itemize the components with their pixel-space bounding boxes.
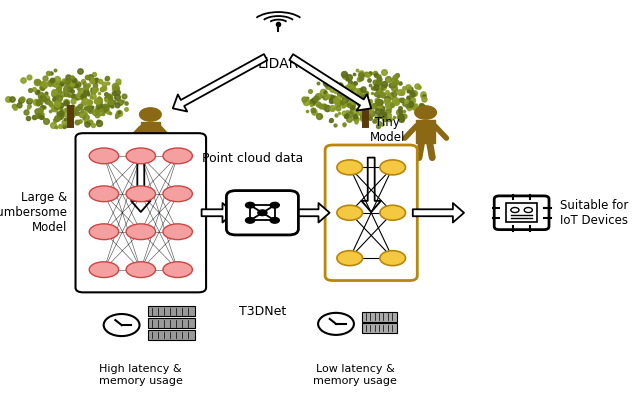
Ellipse shape	[163, 262, 193, 277]
FancyBboxPatch shape	[148, 330, 195, 340]
Ellipse shape	[163, 148, 193, 164]
Ellipse shape	[380, 251, 406, 266]
Text: T3DNet: T3DNet	[239, 305, 286, 318]
Ellipse shape	[337, 251, 362, 266]
FancyBboxPatch shape	[494, 196, 549, 230]
FancyBboxPatch shape	[325, 145, 417, 281]
Ellipse shape	[163, 224, 193, 240]
FancyBboxPatch shape	[506, 203, 537, 222]
Ellipse shape	[126, 262, 156, 277]
Ellipse shape	[89, 186, 118, 202]
Ellipse shape	[380, 205, 406, 220]
Text: LiDAR: LiDAR	[258, 57, 299, 71]
Text: Tiny
Model: Tiny Model	[369, 116, 405, 144]
FancyBboxPatch shape	[227, 191, 298, 235]
FancyBboxPatch shape	[362, 323, 397, 333]
Ellipse shape	[89, 262, 118, 277]
Circle shape	[270, 217, 279, 223]
Ellipse shape	[126, 148, 156, 164]
Text: Low latency &
memory usage: Low latency & memory usage	[313, 364, 397, 386]
FancyBboxPatch shape	[148, 318, 195, 328]
Ellipse shape	[337, 205, 362, 220]
Ellipse shape	[337, 160, 362, 175]
Text: Large &
Cumbersome
Model: Large & Cumbersome Model	[0, 191, 67, 234]
Ellipse shape	[163, 186, 193, 202]
Circle shape	[246, 203, 255, 208]
Text: High latency &
memory usage: High latency & memory usage	[99, 364, 183, 386]
Ellipse shape	[126, 224, 156, 240]
Circle shape	[415, 106, 436, 119]
Ellipse shape	[89, 148, 118, 164]
Circle shape	[258, 210, 267, 216]
Circle shape	[270, 203, 279, 208]
FancyBboxPatch shape	[76, 133, 206, 292]
Circle shape	[246, 217, 255, 223]
Ellipse shape	[126, 186, 156, 202]
Text: Point cloud data: Point cloud data	[202, 152, 303, 165]
FancyBboxPatch shape	[148, 306, 195, 316]
Circle shape	[140, 108, 161, 121]
FancyBboxPatch shape	[362, 312, 397, 322]
Text: Suitable for
IoT Devices: Suitable for IoT Devices	[560, 199, 628, 227]
Ellipse shape	[89, 224, 118, 240]
Ellipse shape	[380, 160, 406, 175]
